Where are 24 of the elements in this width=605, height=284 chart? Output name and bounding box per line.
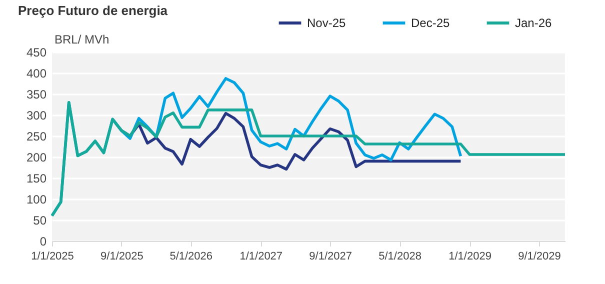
x-tick-label: 5/1/2026 (170, 250, 213, 262)
x-tick-label: 1/1/2025 (31, 250, 74, 262)
y-tick-label: 250 (26, 130, 47, 144)
x-tick-label: 9/1/2027 (309, 250, 352, 262)
legend-label: Jan-26 (515, 16, 552, 30)
y-tick-label: 200 (26, 150, 47, 164)
y-tick-label: 50 (33, 214, 47, 228)
x-tick-label: 5/1/2028 (378, 250, 422, 262)
x-tick-label: 1/1/2029 (448, 250, 492, 262)
x-tick-label: 9/1/2025 (100, 250, 144, 262)
y-tick-label: 100 (26, 192, 47, 206)
y-axis-title: BRL/ MVh (54, 32, 110, 46)
chart-title: Preço Futuro de energia (18, 3, 168, 18)
y-tick-label: 150 (26, 172, 47, 186)
y-tick-label: 350 (26, 88, 47, 102)
x-tick-label: 1/1/2027 (240, 250, 283, 262)
line-series (50, 101, 566, 218)
legend-label: Dec-25 (411, 16, 450, 30)
legend-label: Nov-25 (307, 16, 346, 30)
y-tick-label: 400 (26, 66, 47, 80)
y-tick-label: 0 (40, 234, 47, 248)
y-tick-label: 300 (26, 108, 47, 122)
x-tick-label: 9/1/2029 (518, 250, 561, 262)
y-tick-label: 450 (26, 46, 47, 60)
